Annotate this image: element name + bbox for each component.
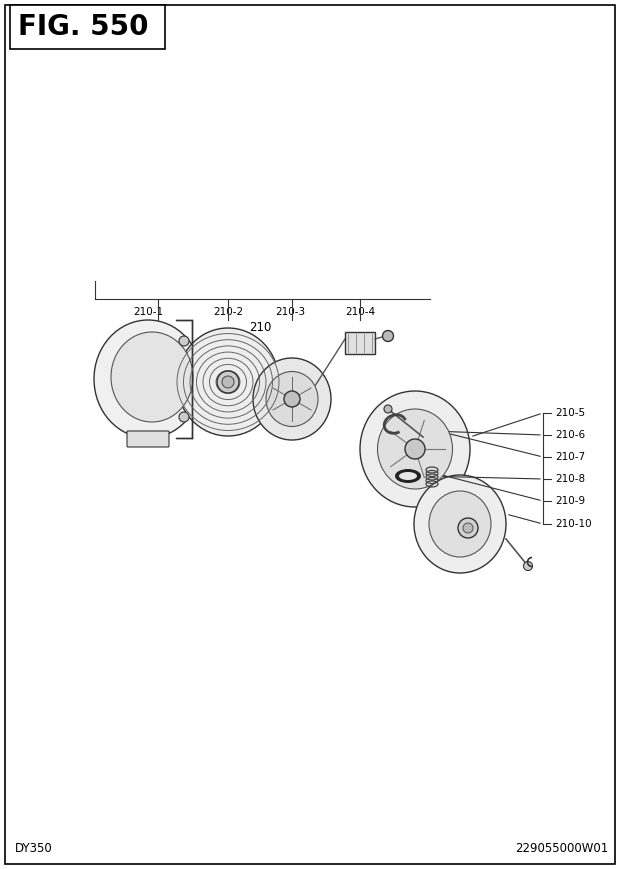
Text: 229055000W01: 229055000W01 [515, 842, 608, 855]
Ellipse shape [378, 409, 453, 489]
Circle shape [179, 336, 189, 346]
Ellipse shape [360, 391, 470, 507]
Ellipse shape [177, 328, 279, 436]
Ellipse shape [253, 358, 331, 440]
Circle shape [458, 518, 478, 538]
Text: 210-10: 210-10 [555, 519, 591, 529]
Ellipse shape [111, 332, 193, 422]
Text: 210-3: 210-3 [275, 307, 305, 317]
Circle shape [523, 561, 533, 571]
Circle shape [463, 523, 473, 533]
Bar [345, 332, 375, 354]
Circle shape [284, 391, 300, 407]
Ellipse shape [399, 472, 417, 480]
Circle shape [405, 439, 425, 459]
Ellipse shape [395, 469, 421, 483]
Text: DY350: DY350 [15, 842, 53, 855]
Text: 210-1: 210-1 [133, 307, 163, 317]
Bar [10, 5, 165, 49]
Circle shape [384, 405, 392, 413]
Text: FIG. 550: FIG. 550 [18, 13, 149, 41]
Text: 210-9: 210-9 [555, 496, 585, 506]
Text: 210-2: 210-2 [213, 307, 243, 317]
Ellipse shape [266, 372, 318, 427]
Text: 210-8: 210-8 [555, 474, 585, 484]
FancyBboxPatch shape [127, 431, 169, 447]
Ellipse shape [429, 491, 491, 557]
Circle shape [222, 376, 234, 388]
Ellipse shape [94, 320, 202, 438]
Text: 210-7: 210-7 [555, 452, 585, 462]
Text: 210-4: 210-4 [345, 307, 375, 317]
Text: 210-5: 210-5 [555, 408, 585, 418]
Text: 210: 210 [249, 321, 271, 334]
Circle shape [383, 330, 394, 342]
Circle shape [179, 412, 189, 422]
Circle shape [217, 371, 239, 393]
Ellipse shape [414, 475, 506, 573]
Text: eReplacementParts.com: eReplacementParts.com [192, 374, 318, 384]
Text: 210-6: 210-6 [555, 430, 585, 440]
